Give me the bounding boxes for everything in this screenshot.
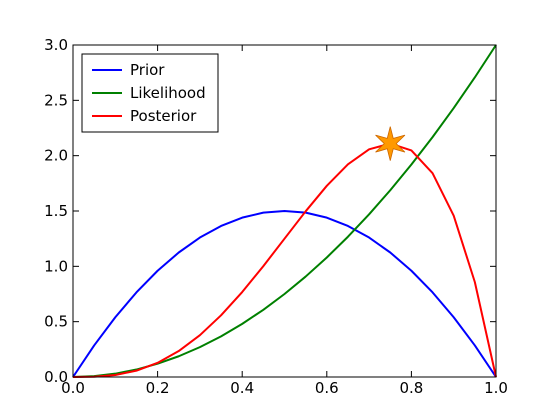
series-layer bbox=[72, 44, 497, 378]
x-tick-label: 0.2 bbox=[146, 379, 170, 397]
series-line-prior bbox=[72, 210, 497, 378]
tick-layer: 0.0 0.2 0.4 0.6 0.8 1.0 0.0 0.5 1.0 1.5 2.0 2.5 3.0 bbox=[44, 36, 508, 397]
y-tick-label: 2.5 bbox=[44, 91, 68, 109]
star-marker bbox=[375, 126, 406, 161]
x-tick-label: 0.4 bbox=[230, 379, 254, 397]
x-tick-label: 0.8 bbox=[399, 379, 423, 397]
y-tick-label: 2.0 bbox=[44, 147, 68, 165]
legend-label-prior: Prior bbox=[130, 61, 165, 79]
legend-label-likelihood: Likelihood bbox=[130, 84, 206, 102]
x-tick-label: 1.0 bbox=[484, 379, 508, 397]
legend-label-posterior: Posterior bbox=[130, 107, 197, 125]
y-tick-label: 0.0 bbox=[44, 368, 68, 386]
x-tick-label: 0.0 bbox=[61, 379, 85, 397]
marker-layer bbox=[375, 126, 406, 161]
legend: Prior Likelihood Posterior bbox=[81, 53, 219, 133]
y-tick-label: 3.0 bbox=[44, 36, 68, 54]
x-tick-label: 0.6 bbox=[315, 379, 339, 397]
y-tick-label: 1.0 bbox=[44, 257, 68, 275]
y-tick-label: 1.5 bbox=[44, 202, 68, 220]
series-line-posterior bbox=[72, 142, 497, 378]
y-tick-label: 0.5 bbox=[44, 313, 68, 331]
